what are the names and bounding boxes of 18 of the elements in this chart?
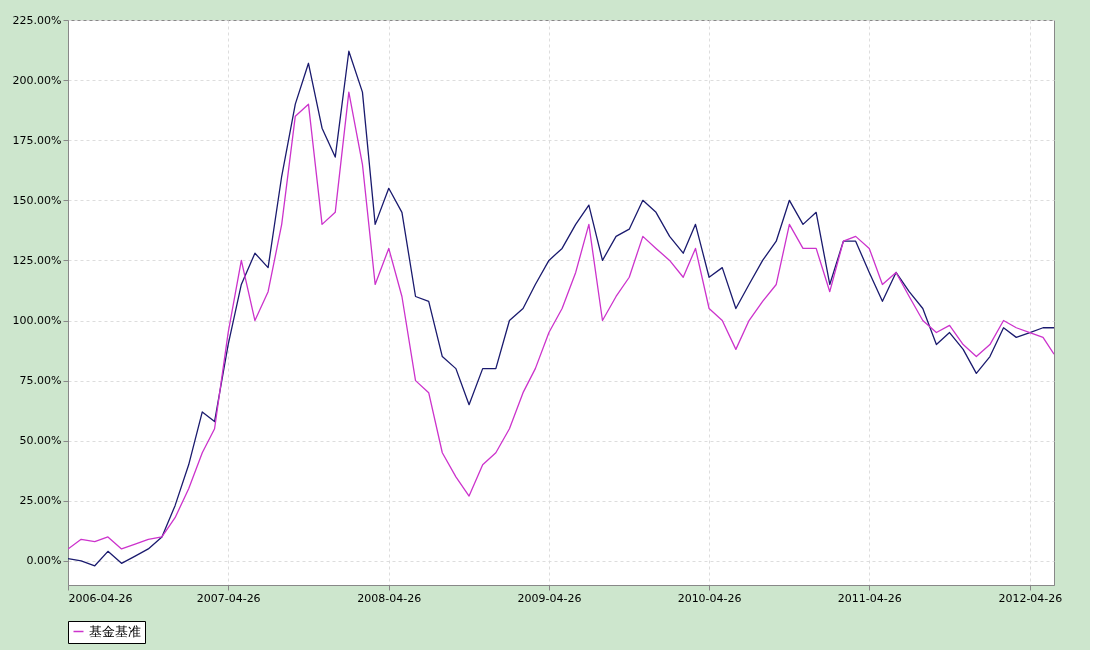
y-tick-label: 125.00%: [12, 253, 62, 267]
y-tick-label: 0.00%: [26, 554, 62, 568]
x-tick-label: 2009-04-26: [517, 591, 582, 605]
y-tick-label: 150.00%: [12, 193, 62, 207]
y-tick-label: 75.00%: [19, 374, 62, 388]
x-tick-label: 2012-04-26: [998, 591, 1063, 605]
y-tick-label: 100.00%: [12, 314, 62, 328]
x-tick-label: 2010-04-26: [677, 591, 742, 605]
y-tick-label: 200.00%: [12, 73, 62, 87]
y-tick-label: 50.00%: [19, 434, 62, 448]
x-tick-label: 2006-04-26: [68, 591, 133, 605]
legend-label: 基金基准: [89, 623, 141, 639]
x-tick-label: 2007-04-26: [196, 591, 261, 605]
x-tick-label: 2011-04-26: [837, 591, 902, 605]
y-tick-label: 175.00%: [12, 133, 62, 147]
x-tick-label: 2008-04-26: [357, 591, 422, 605]
y-tick-label: 25.00%: [19, 494, 62, 508]
y-tick-label: 225.00%: [12, 13, 62, 27]
